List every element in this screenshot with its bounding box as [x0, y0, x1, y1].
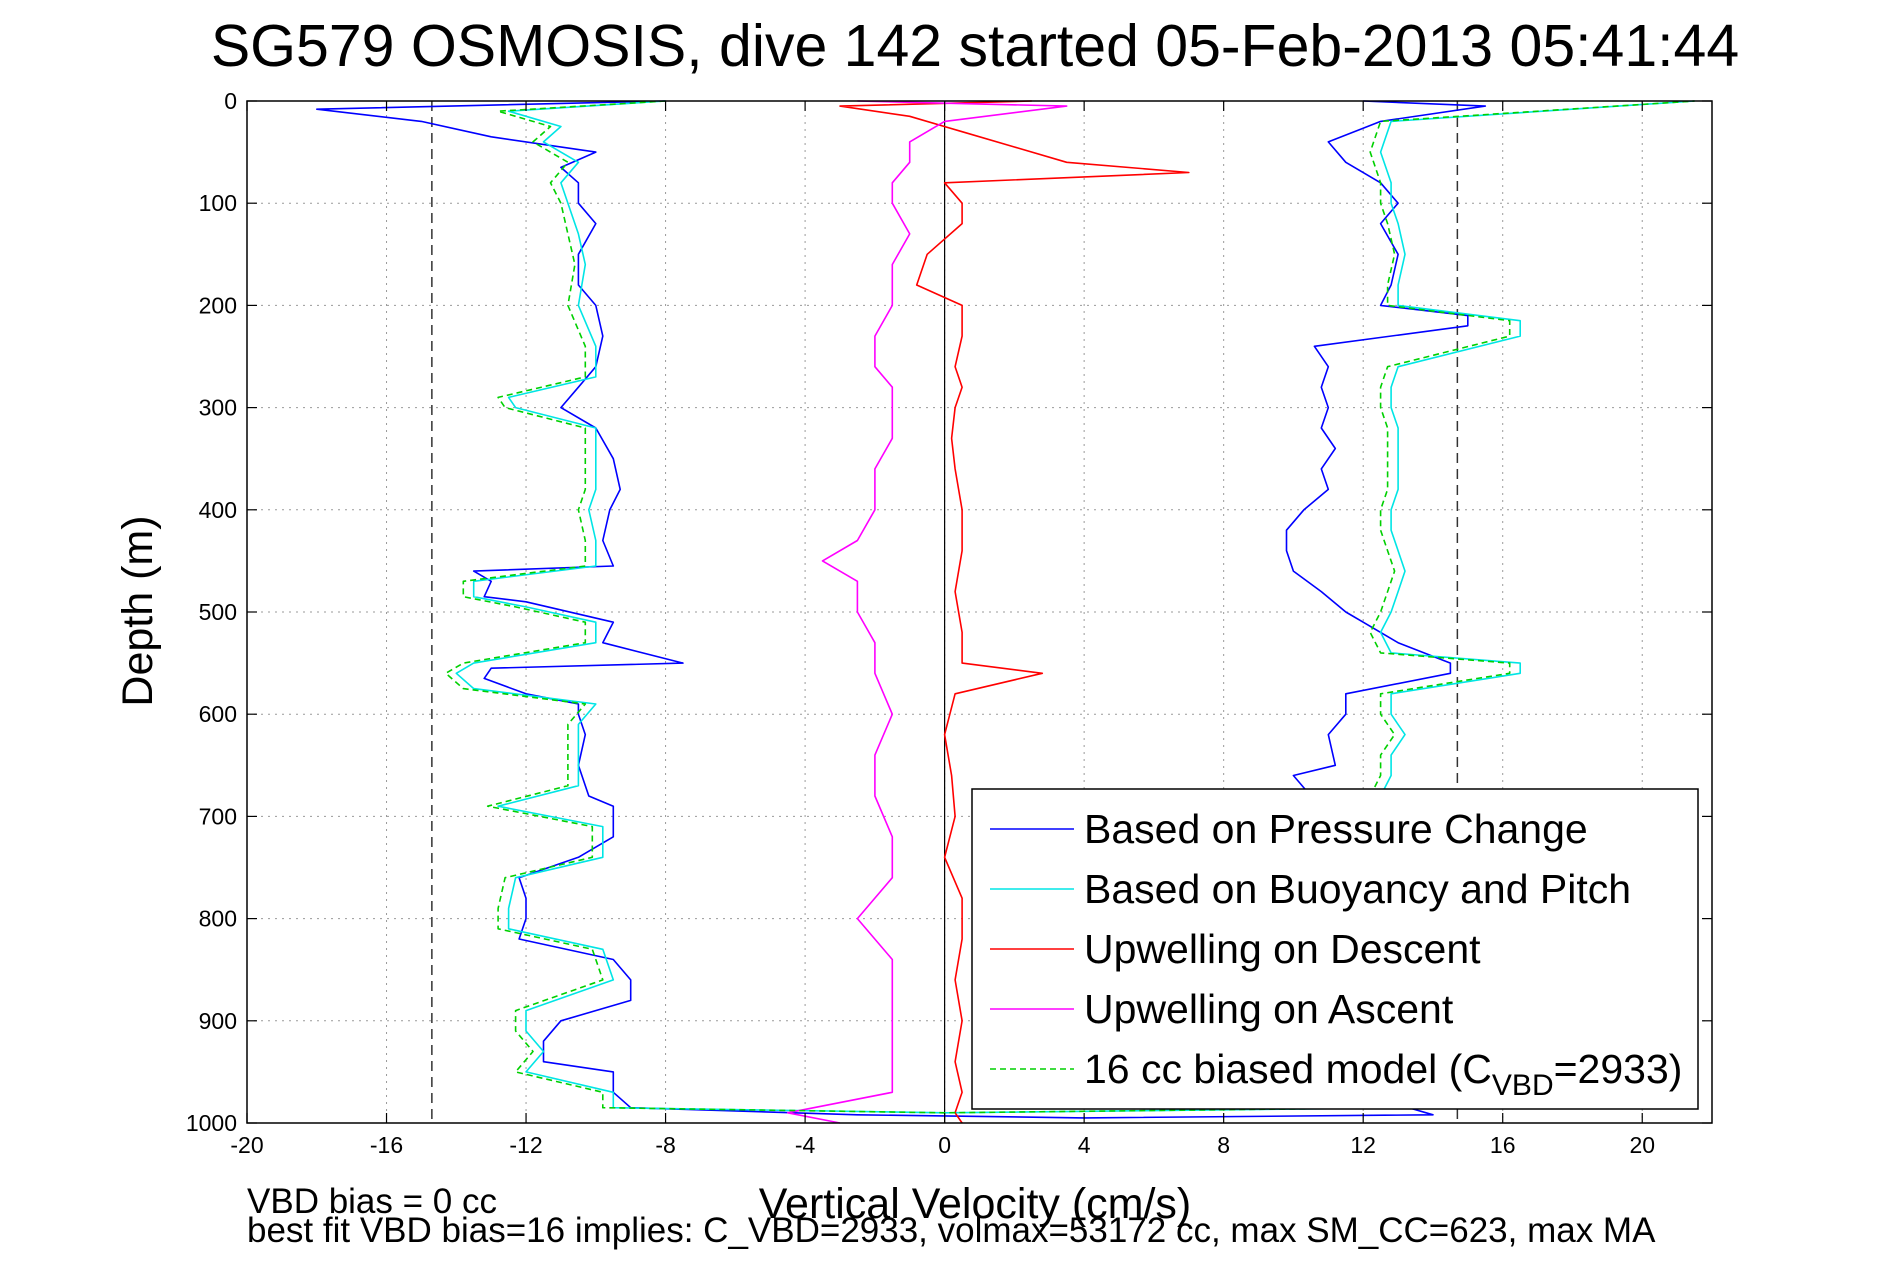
x-tick-label: 20: [1629, 1132, 1655, 1158]
y-tick-label: 900: [199, 1008, 237, 1034]
chart-title: SG579 OSMOSIS, dive 142 started 05-Feb-2…: [211, 13, 1739, 79]
y-axis-label: Depth (m): [114, 515, 162, 706]
x-tick-label: 0: [938, 1132, 951, 1158]
legend-label: Based on Buoyancy and Pitch: [1084, 866, 1631, 912]
y-tick-label: 500: [199, 599, 237, 625]
legend-label: Upwelling on Descent: [1084, 926, 1481, 972]
vbd-bias-note: VBD bias = 0 cc: [247, 1182, 497, 1221]
x-tick-label: -4: [795, 1132, 816, 1158]
y-tick-label: 600: [199, 701, 237, 727]
x-tick-label: 12: [1350, 1132, 1376, 1158]
x-tick-label: 8: [1217, 1132, 1230, 1158]
y-tick-label: 1000: [186, 1110, 237, 1136]
y-tick-label: 700: [199, 803, 237, 829]
series-line-2: [839, 100, 1190, 1124]
y-tick-label: 0: [224, 88, 237, 114]
x-tick-label: -12: [509, 1132, 542, 1158]
x-tick-label: -20: [230, 1132, 263, 1158]
legend-box: [971, 788, 1699, 1110]
series-line-3: [786, 100, 1068, 1124]
y-tick-label: 200: [199, 292, 237, 318]
y-tick-label: 400: [199, 497, 237, 523]
legend-label: Upwelling on Ascent: [1084, 986, 1454, 1032]
best-fit-note: best fit VBD bias=16 implies: C_VBD=2933…: [247, 1211, 1656, 1250]
x-tick-label: -16: [370, 1132, 403, 1158]
x-tick-label: 16: [1490, 1132, 1516, 1158]
x-axis-label: Vertical Velocity (cm/s): [759, 1180, 1192, 1228]
x-tick-label: 4: [1078, 1132, 1091, 1158]
y-tick-label: 800: [199, 906, 237, 932]
legend-label: Based on Pressure Change: [1084, 806, 1588, 852]
y-tick-label: 100: [199, 190, 237, 216]
y-tick-label: 300: [199, 395, 237, 421]
series-line-0: [315, 100, 1487, 1119]
legend-label: 16 cc biased model (CVBD=2933): [1084, 1046, 1682, 1102]
x-tick-label: -8: [655, 1132, 675, 1158]
legend: Based on Pressure Change Based on Buoyanc…: [971, 788, 1699, 1110]
